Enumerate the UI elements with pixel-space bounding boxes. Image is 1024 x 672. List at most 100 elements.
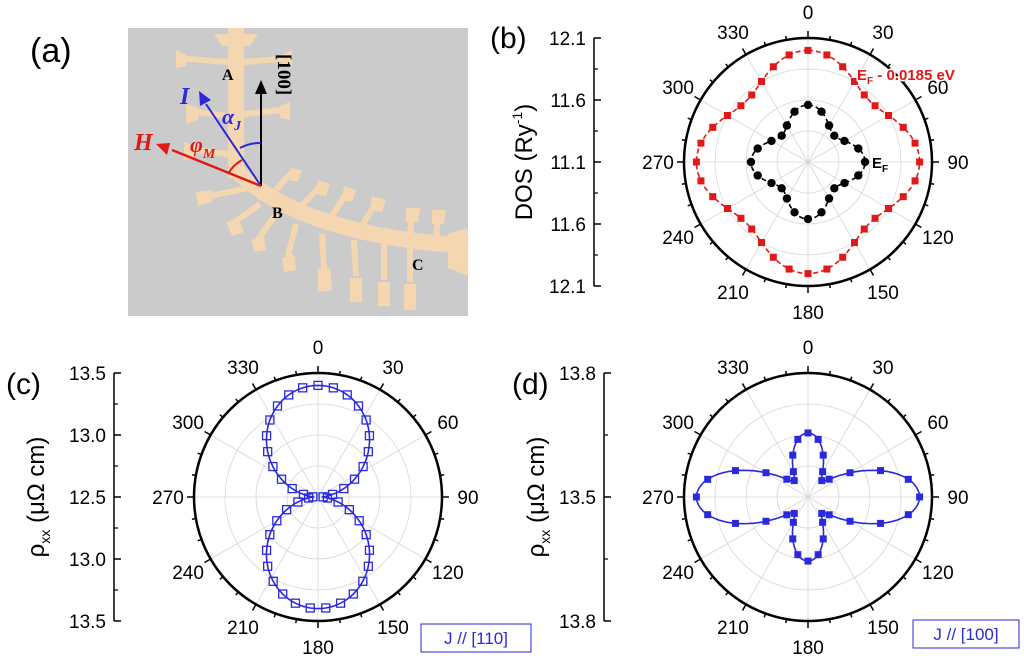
angle-tick	[191, 474, 197, 477]
data-point	[261, 431, 272, 441]
data-point	[824, 194, 834, 203]
angle-tick	[924, 117, 929, 121]
data-point	[261, 545, 272, 555]
angle-tick	[434, 452, 439, 456]
data-point	[298, 383, 308, 393]
data-point	[723, 205, 731, 212]
reference-direction-arrow	[255, 80, 267, 186]
angle-tick-label: 300	[662, 78, 694, 99]
radial-tick-label: 13.5	[69, 364, 106, 385]
angle-tick	[687, 538, 692, 542]
data-point	[782, 121, 792, 130]
data-point	[272, 516, 282, 526]
direction-100-label: [100]	[273, 54, 294, 95]
angle-tick-label: 180	[792, 638, 824, 659]
angle-tick-label: 180	[302, 638, 334, 659]
panel-b-dos-polar-chart: (b) 0 30 60 90 120 150 180 210 240 270 300 330 12.1 1…	[490, 3, 969, 324]
radial-tick-label: 12.1	[549, 29, 586, 50]
grid-spoke	[745, 54, 809, 163]
angle-tick	[295, 618, 298, 624]
legend-red-series: EF - 0.0185 eV	[857, 67, 955, 87]
data-point	[281, 505, 292, 515]
data-point	[737, 102, 745, 110]
angle-tick	[741, 383, 747, 390]
angle-tick	[725, 591, 729, 596]
angle-tick-label: 210	[717, 283, 749, 304]
angle-tick-label: 0	[803, 3, 814, 24]
angle-tick	[887, 398, 891, 403]
angle-tick	[915, 223, 922, 229]
grid-spoke	[317, 496, 381, 605]
angle-tick	[709, 576, 714, 580]
angle-tick	[338, 370, 341, 376]
data-point	[871, 102, 879, 110]
y-axis-label: DOS (Ry-1)	[509, 104, 538, 220]
point-b-label: B	[272, 205, 283, 222]
data-point	[731, 467, 739, 475]
data-point	[762, 517, 770, 525]
data-point	[823, 265, 831, 273]
radial-tick-label: 11.6	[550, 91, 586, 112]
angle-tick-label: 120	[432, 563, 464, 584]
angle-tick	[725, 256, 729, 261]
data-point	[817, 107, 826, 116]
angle-tick-label: 330	[227, 358, 259, 379]
angle-tick	[425, 430, 432, 436]
data-point	[321, 603, 331, 613]
data-point	[854, 144, 863, 153]
angle-tick	[785, 370, 788, 376]
angle-tick	[929, 517, 935, 520]
angle-tick	[439, 517, 445, 520]
data-point	[777, 131, 786, 140]
data-point	[265, 529, 275, 540]
field-symbol: H	[133, 130, 154, 156]
angle-tick	[924, 203, 929, 207]
data-point	[313, 380, 323, 391]
data-point	[364, 545, 375, 555]
grid-spoke	[317, 496, 426, 560]
data-point	[860, 91, 868, 99]
data-point	[767, 178, 776, 188]
angle-tick	[915, 558, 922, 564]
data-point	[789, 535, 797, 543]
grid-spoke	[255, 496, 319, 605]
angle-tick-label: 30	[382, 358, 403, 379]
data-point	[814, 435, 822, 443]
grid-spoke	[255, 389, 319, 498]
angle-tick-label: 240	[172, 563, 204, 584]
angle-tick	[924, 452, 929, 456]
angle-tick-label: 60	[927, 413, 948, 434]
y-axis-label: ρxx (μΩ cm)	[523, 437, 553, 558]
phi-angle-arc	[227, 159, 243, 175]
angle-tick	[887, 256, 891, 261]
grid-spoke	[317, 434, 426, 498]
data-point	[819, 468, 827, 476]
angle-tick	[359, 376, 363, 381]
data-point	[789, 518, 797, 526]
data-point	[692, 493, 700, 501]
data-point	[704, 511, 712, 519]
data-point	[723, 112, 731, 119]
data-point	[789, 451, 797, 459]
data-point	[692, 158, 700, 166]
angle-tick-label: 210	[717, 618, 749, 639]
grid-spoke	[807, 161, 916, 225]
alpha-angle-arc	[239, 141, 262, 149]
angle-tick-label: 270	[642, 488, 674, 509]
data-point	[877, 467, 885, 475]
current-direction-box-c: J // [110]	[420, 623, 532, 653]
grid-spoke	[807, 389, 871, 498]
angle-tick	[741, 269, 747, 276]
grid-spoke	[807, 99, 916, 163]
data-point	[263, 561, 273, 571]
panel-a-device-image: (a)	[30, 28, 469, 316]
angle-tick-label: 90	[457, 488, 478, 509]
data-point	[354, 516, 364, 526]
data-point	[830, 184, 839, 193]
data-point	[287, 483, 297, 494]
angle-tick	[929, 182, 935, 185]
angle-tick	[338, 618, 341, 624]
angle-tick	[681, 474, 687, 477]
angle-tick	[725, 398, 729, 403]
angle-tick	[204, 558, 211, 564]
